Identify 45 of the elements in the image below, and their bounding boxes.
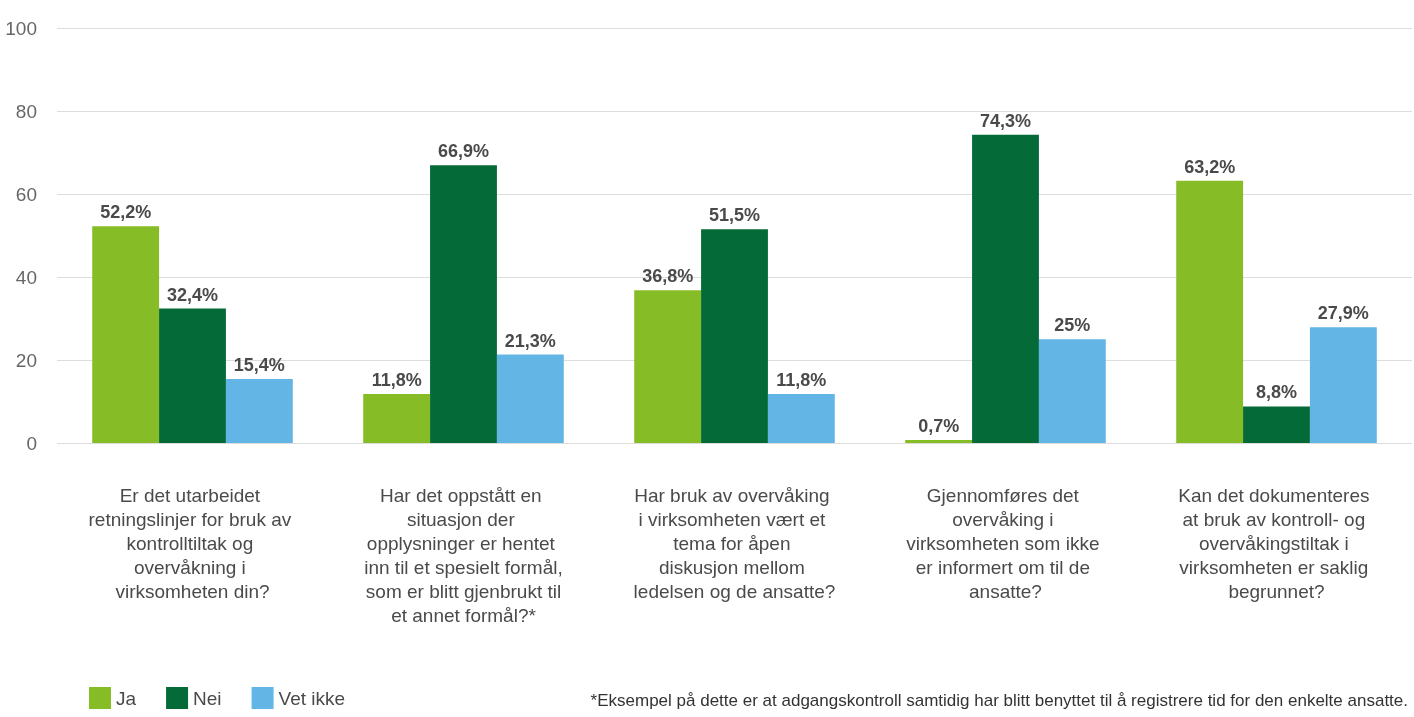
bar	[1309, 327, 1377, 443]
x-tick-label: Gjennomføres det overvåking i virksomheten som ikke er informert om til de ansatte?	[906, 484, 1105, 602]
bar	[225, 379, 293, 443]
x-tick-label: Har bruk av overvåking i virksomheten vært et tema for åpen diskusjon mellom ledelsen og de ansatte?	[633, 484, 836, 602]
bar	[701, 229, 768, 443]
data-label: 32,4%	[166, 284, 219, 305]
y-tick-label: 60	[15, 183, 37, 205]
data-label: 36,8%	[642, 266, 694, 287]
x-tick-label: Har det oppstått en situasjon der opplysninger er hentet inn til et spesielt formål, som er blitt gjenbrukt til et annet formål?*	[360, 484, 567, 626]
data-label: 21,3%	[504, 330, 556, 351]
bar	[430, 165, 497, 443]
data-label: 25%	[1054, 315, 1091, 336]
x-tick-label: Er det utarbeidet retningslinjer for bruk av kontrolltiltak og overvåkning i virksomheten din?	[88, 484, 297, 602]
y-tick-label: 40	[15, 266, 37, 288]
bar	[1243, 406, 1310, 443]
text: *Eksempel på dette er at adgangskontroll samtidig har blitt benyttet til å registrere tid for den enkelte ansatte.	[590, 691, 1408, 710]
bar	[767, 394, 835, 443]
data-label: 52,2%	[100, 202, 152, 223]
bar	[496, 354, 564, 443]
bar	[972, 134, 1039, 443]
data-label: 51,5%	[708, 205, 761, 226]
bar	[1176, 180, 1244, 443]
bar	[363, 394, 431, 443]
data-label: 15,4%	[233, 355, 285, 376]
y-tick-label: 100	[5, 17, 37, 39]
bar	[905, 440, 973, 443]
legend-label: Vet ikke	[278, 687, 346, 709]
data-label: 8,8%	[1255, 382, 1298, 403]
y-tick-label: 20	[15, 349, 37, 371]
bar	[634, 290, 702, 443]
data-label: 63,2%	[1184, 156, 1236, 177]
bar	[92, 226, 160, 443]
data-label: 66,9%	[437, 141, 490, 162]
y-tick-label: 80	[15, 100, 37, 122]
data-label: 11,8%	[371, 370, 422, 391]
y-tick-label: 0	[26, 432, 37, 454]
data-label: 27,9%	[1317, 303, 1369, 324]
data-label: 11,8%	[776, 370, 827, 391]
bar	[159, 308, 226, 443]
bar	[1038, 339, 1106, 443]
x-tick-label: Kan det dokumenteres at bruk av kontroll- og overvåkingstiltak i virksomheten er saklig begrunnet?	[1178, 484, 1375, 602]
data-label: 0,7%	[918, 416, 960, 437]
legend-label: Nei	[193, 687, 222, 709]
legend-label: Ja	[116, 687, 137, 709]
data-label: 74,3%	[979, 110, 1032, 131]
